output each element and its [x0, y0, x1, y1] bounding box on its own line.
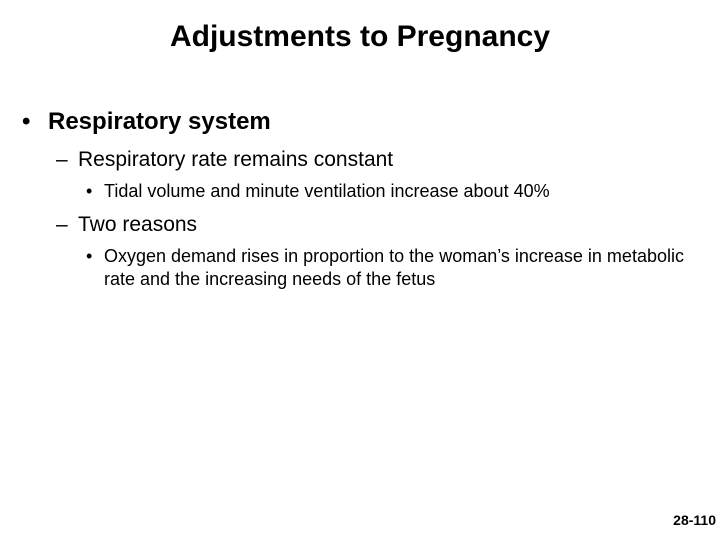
dash-icon: –	[56, 148, 78, 172]
bullet-icon: •	[22, 108, 48, 136]
level1-item: • Respiratory system – Respiratory rate …	[22, 108, 690, 291]
dash-icon: –	[56, 213, 78, 237]
page-number: 28-110	[673, 512, 716, 528]
level3-text: Oxygen demand rises in proportion to the…	[104, 245, 690, 291]
level2-text: Two reasons	[78, 213, 197, 237]
level2-text: Respiratory rate remains constant	[78, 148, 393, 172]
level3-item: • Tidal volume and minute ventilation in…	[86, 180, 690, 203]
slide-content: • Respiratory system – Respiratory rate …	[22, 108, 690, 301]
level3-list: • Tidal volume and minute ventilation in…	[86, 180, 690, 203]
level3-text: Tidal volume and minute ventilation incr…	[104, 180, 690, 203]
slide-title: Adjustments to Pregnancy	[0, 20, 720, 54]
level2-item: – Respiratory rate remains constant • Ti…	[56, 148, 690, 203]
level2-item: – Two reasons • Oxygen demand rises in p…	[56, 213, 690, 291]
level3-list: • Oxygen demand rises in proportion to t…	[86, 245, 690, 291]
level3-item: • Oxygen demand rises in proportion to t…	[86, 245, 690, 291]
slide: Adjustments to Pregnancy • Respiratory s…	[0, 0, 720, 540]
bullet-icon: •	[86, 181, 104, 202]
level2-list: – Respiratory rate remains constant • Ti…	[56, 148, 690, 291]
level1-text: Respiratory system	[48, 108, 271, 136]
bullet-icon: •	[86, 246, 104, 267]
